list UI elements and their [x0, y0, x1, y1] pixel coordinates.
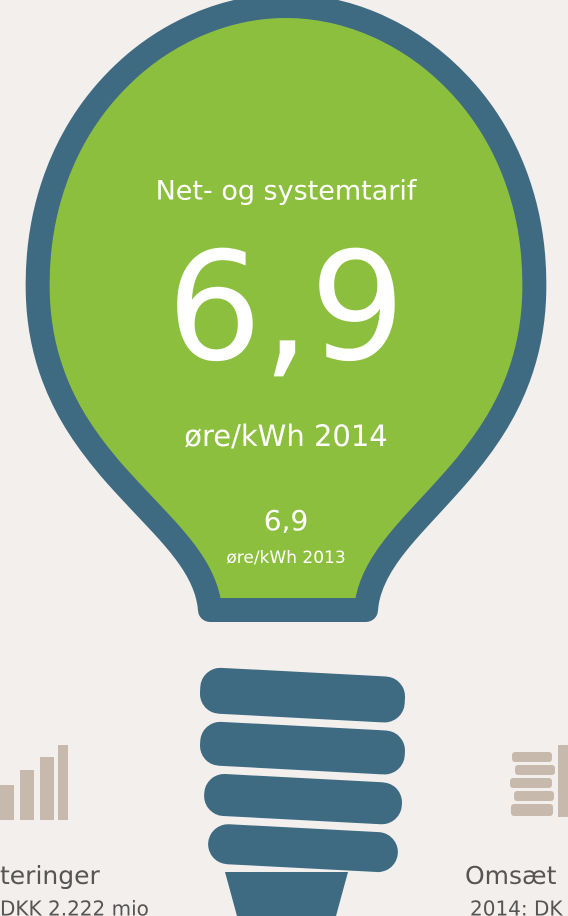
bulb-title: Net- og systemtarif — [156, 176, 418, 207]
bulb-screw — [199, 667, 406, 916]
right-card-subtitle: 2014: DK — [470, 897, 563, 916]
bulb-previous-unit: øre/kWh 2013 — [226, 548, 345, 568]
bulb-value: 6,9 — [167, 221, 406, 395]
bulb-unit: øre/kWh 2014 — [184, 419, 388, 453]
left-card-title: teringer — [0, 861, 101, 890]
bulb-glass — [25, 0, 547, 622]
coins-icon — [510, 745, 568, 817]
left-card-subtitle: DKK 2.222 mio — [0, 897, 149, 916]
right-card-title: Omsæt — [465, 861, 557, 890]
bulb-previous-value: 6,9 — [264, 504, 309, 537]
bar-icon — [0, 745, 68, 820]
